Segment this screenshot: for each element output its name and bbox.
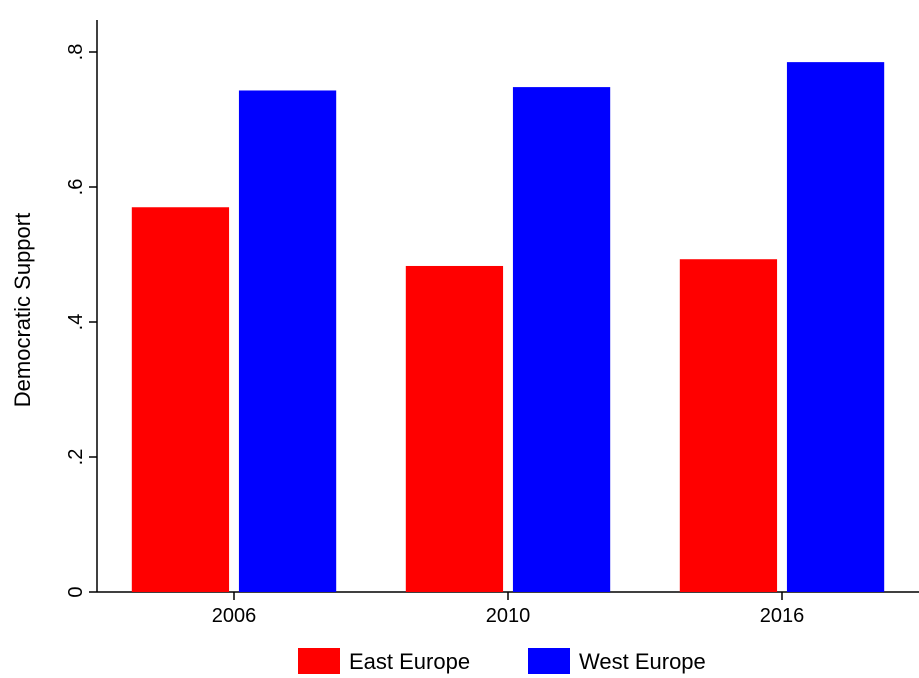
bar-west-europe-2016 [786,62,885,592]
x-tick-label: 2010 [486,605,531,627]
legend-label: West Europe [579,649,706,674]
x-tick-label: 2006 [212,605,257,627]
legend-swatch [298,648,340,674]
y-tick-label: .8 [65,44,87,61]
legend-label: East Europe [349,649,470,674]
legend-swatch [528,648,570,674]
bars [131,62,885,592]
bar-east-europe-2006 [131,207,230,592]
legend: East Europe West Europe [298,648,706,674]
y-axis-title: Democratic Support [10,213,35,407]
bar-west-europe-2006 [238,90,337,592]
bar-west-europe-2010 [512,87,611,592]
y-tick-label: 0 [65,586,87,597]
y-tick-label: .4 [65,314,87,331]
x-tick-label: 2016 [760,605,805,627]
y-tick-label: .6 [65,179,87,196]
y-axis: 0 .2 .4 .6 .8 [65,20,98,598]
y-tick-label: .2 [65,449,87,466]
bar-east-europe-2010 [405,265,504,592]
x-axis: 2006 2010 2016 [97,591,919,627]
bar-east-europe-2016 [679,259,778,592]
